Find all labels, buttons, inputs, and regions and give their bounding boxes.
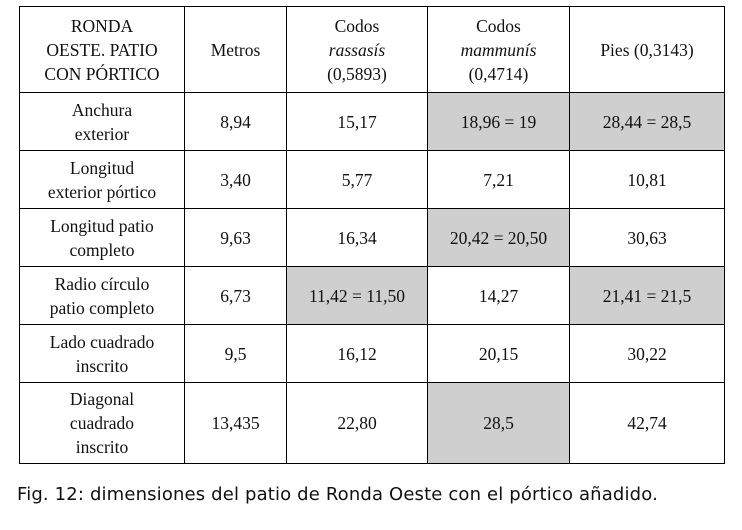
row-label-line: inscrito: [75, 355, 129, 376]
dimensions-table: RONDA OESTE. PATIO CON PÓRTICO Metros Co…: [19, 6, 725, 464]
cell-codos-rassasis: 15,17: [286, 92, 428, 151]
cell-metros: 9,63: [184, 208, 287, 267]
cell-codos-rassasis: 5,77: [286, 150, 428, 209]
cell-codos-rassasis: 16,34: [286, 208, 428, 267]
header-pies: Pies (0,3143): [569, 6, 725, 93]
header-section-line: OESTE. PATIO: [46, 39, 158, 60]
cell-pies: 42,74: [569, 382, 725, 464]
cell-codos-mammunis: 14,27: [427, 266, 570, 325]
cell-metros: 6,73: [184, 266, 287, 325]
table-row: Diagonal cuadrado inscrito 13,435 22,80 …: [19, 382, 725, 464]
row-label-line: completo: [69, 239, 135, 260]
cell-codos-mammunis: 20,15: [427, 324, 570, 383]
header-section-name: RONDA OESTE. PATIO CON PÓRTICO: [19, 6, 185, 93]
figure-caption: Fig. 12: dimensiones del patio de Ronda …: [17, 484, 658, 505]
header-codos-rassasis: Codos rassasís (0,5893): [286, 6, 428, 93]
header-codos-title: Codos: [334, 15, 380, 36]
row-label: Longitud patio completo: [19, 208, 185, 267]
cell-pies: 30,63: [569, 208, 725, 267]
cell-metros: 8,94: [184, 92, 287, 151]
row-label-line: Diagonal: [69, 389, 135, 409]
row-label-line: inscrito: [75, 437, 129, 457]
row-label-line: exterior: [74, 123, 130, 144]
row-label: Radio círculo patio completo: [19, 266, 185, 325]
cell-pies: 30,22: [569, 324, 725, 383]
row-label: Anchura exterior: [19, 92, 185, 151]
row-label-line: cuadrado: [69, 413, 135, 433]
cell-codos-rassasis: 16,12: [286, 324, 428, 383]
header-codos-mammunis: Codos mammunís (0,4714): [427, 6, 570, 93]
cell-metros: 13,435: [184, 382, 287, 464]
row-label: Longitud exterior pórtico: [19, 150, 185, 209]
row-label-line: patio completo: [49, 297, 155, 318]
row-label-line: exterior pórtico: [47, 181, 157, 202]
cell-codos-mammunis: 20,42 = 20,50: [427, 208, 570, 267]
table-row: Longitud patio completo 9,63 16,34 20,42…: [19, 208, 725, 267]
cell-pies: 28,44 = 28,5: [569, 92, 725, 151]
cell-codos-mammunis: 18,96 = 19: [427, 92, 570, 151]
row-label-line: Radio círculo: [54, 273, 150, 294]
header-codos-sub: rassasís: [328, 39, 386, 60]
table-row: Lado cuadrado inscrito 9,5 16,12 20,15 3…: [19, 324, 725, 383]
row-label-line: Anchura: [71, 99, 133, 120]
cell-codos-mammunis: 7,21: [427, 150, 570, 209]
table-row: Anchura exterior 8,94 15,17 18,96 = 19 2…: [19, 92, 725, 151]
header-codos-value: (0,4714): [468, 63, 529, 84]
row-label: Lado cuadrado inscrito: [19, 324, 185, 383]
cell-metros: 9,5: [184, 324, 287, 383]
row-label-line: Longitud: [69, 157, 135, 178]
header-codos-value: (0,5893): [327, 63, 387, 84]
header-codos-title: Codos: [476, 15, 521, 36]
table-row: Radio círculo patio completo 6,73 11,42 …: [19, 266, 725, 325]
header-row: RONDA OESTE. PATIO CON PÓRTICO Metros Co…: [19, 6, 725, 93]
header-codos-sub: mammunís: [460, 39, 537, 60]
cell-codos-mammunis: 28,5: [427, 382, 570, 464]
cell-metros: 3,40: [184, 150, 287, 209]
row-label: Diagonal cuadrado inscrito: [19, 382, 185, 464]
cell-pies: 21,41 = 21,5: [569, 266, 725, 325]
cell-codos-rassasis: 22,80: [286, 382, 428, 464]
header-section-line: CON PÓRTICO: [44, 63, 160, 84]
row-label-line: Lado cuadrado: [49, 331, 155, 352]
header-metros: Metros: [184, 6, 287, 93]
header-section-line: RONDA: [70, 15, 134, 36]
row-label-line: Longitud patio: [50, 215, 154, 236]
cell-pies: 10,81: [569, 150, 725, 209]
cell-codos-rassasis: 11,42 = 11,50: [286, 266, 428, 325]
table-row: Longitud exterior pórtico 3,40 5,77 7,21…: [19, 150, 725, 209]
